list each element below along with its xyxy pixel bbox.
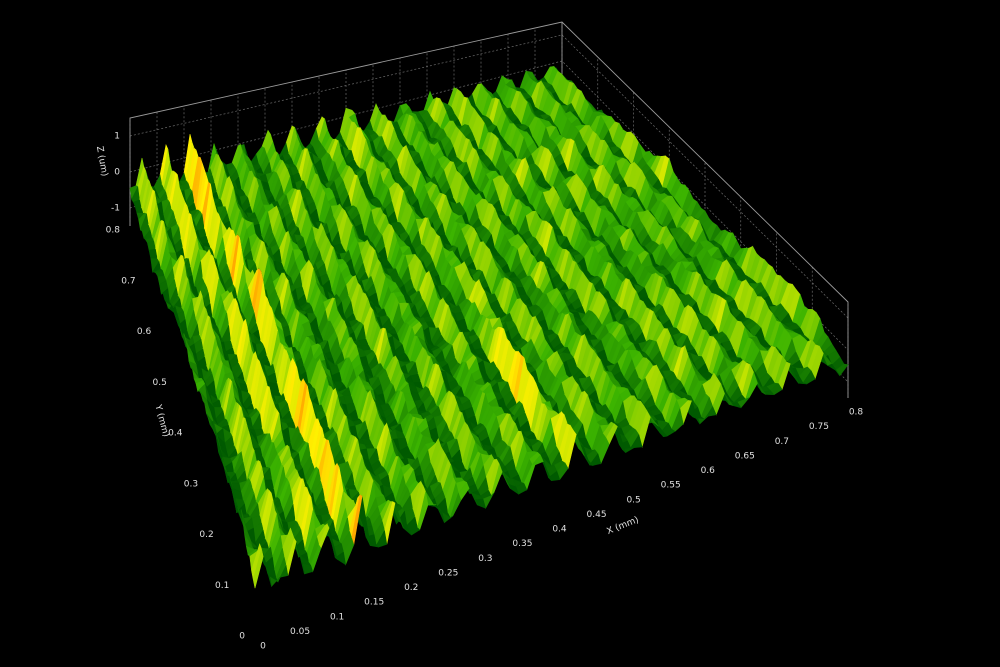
surface-cell [147, 240, 156, 251]
surface [129, 65, 849, 589]
